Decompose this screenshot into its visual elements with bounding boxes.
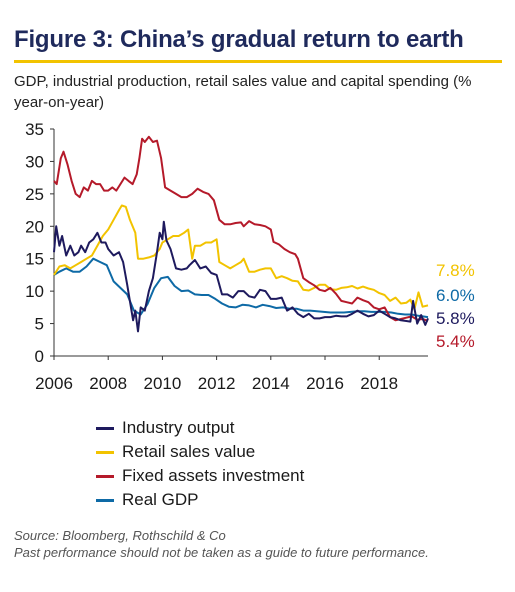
end-label: 5.4%: [436, 332, 475, 351]
x-tick-label: 2012: [198, 374, 236, 393]
series-line-real-gdp: [53, 257, 429, 319]
end-label: 5.8%: [436, 309, 475, 328]
legend-item: Industry output: [96, 416, 304, 440]
series-line-industry-output: [53, 220, 429, 333]
chart-axes: [50, 128, 428, 360]
disclaimer-line: Past performance should not be taken as …: [14, 545, 429, 560]
legend: Industry output Retail sales value Fixed…: [96, 416, 304, 512]
x-tick-label: 2016: [306, 374, 344, 393]
x-tick-label: 2008: [89, 374, 127, 393]
end-label: 6.0%: [436, 286, 475, 305]
legend-swatch-industry: [96, 426, 114, 430]
chart-subtitle: GDP, industrial production, retail sales…: [14, 73, 472, 111]
x-tick-label: 2010: [143, 374, 181, 393]
x-tick-label: 2014: [252, 374, 290, 393]
figure-title: Figure 3: China’s gradual return to eart…: [14, 26, 464, 53]
end-value-labels: 7.8% 6.0% 5.8% 5.4%: [436, 261, 475, 351]
legend-label: Fixed assets investment: [122, 466, 305, 485]
legend-swatch-retail: [96, 450, 114, 454]
x-axis-labels: 2006 2008 2010 2012 2014 2016 2018: [35, 374, 398, 393]
legend-swatch-gdp: [96, 498, 114, 502]
y-tick-label: 10: [25, 282, 44, 301]
y-tick-label: 30: [25, 152, 44, 171]
y-tick-label: 35: [25, 120, 44, 139]
source-note: Source: Bloomberg, Rothschild & Co Past …: [14, 527, 494, 561]
y-tick-label: 0: [35, 347, 44, 366]
x-tick-label: 2018: [360, 374, 398, 393]
legend-item: Real GDP: [96, 488, 304, 512]
y-tick-label: 5: [35, 315, 44, 334]
series-line-retail-sales-value: [53, 204, 429, 311]
legend-label: Industry output: [122, 418, 235, 437]
legend-item: Fixed assets investment: [96, 464, 304, 488]
legend-label: Retail sales value: [122, 442, 256, 461]
title-rule: [14, 60, 502, 63]
series-line-fixed-assets-investment: [53, 135, 429, 322]
y-axis-labels: 0 5 10 15 20 25 30 35: [25, 120, 44, 366]
legend-swatch-fixed-assets: [96, 474, 114, 478]
legend-item: Retail sales value: [96, 440, 304, 464]
series-lines: [53, 135, 429, 333]
y-tick-label: 25: [25, 185, 44, 204]
y-tick-label: 15: [25, 250, 44, 269]
legend-label: Real GDP: [122, 490, 199, 509]
y-tick-label: 20: [25, 217, 44, 236]
end-label: 7.8%: [436, 261, 475, 280]
x-tick-label: 2006: [35, 374, 73, 393]
source-line: Source: Bloomberg, Rothschild & Co: [14, 528, 226, 543]
